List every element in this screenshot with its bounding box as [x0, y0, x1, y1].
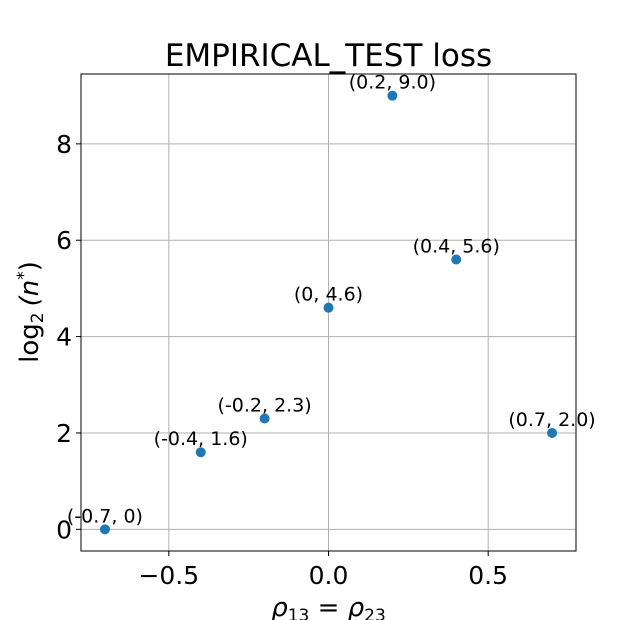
y-tick-label: 8	[56, 130, 72, 159]
x-label-part-1: 13	[288, 606, 310, 620]
data-point	[547, 427, 558, 438]
x-label-part-2: = ρ	[309, 593, 364, 620]
point-label: (-0.4, 1.6)	[154, 428, 248, 450]
y-tick-label: 4	[56, 323, 72, 352]
y-tick-label: 0	[56, 515, 72, 544]
data-point	[259, 413, 270, 424]
point-label: (-0.7, 0)	[67, 505, 143, 527]
x-label-part-0: ρ	[271, 593, 288, 620]
chart-title: EMPIRICAL_TEST loss	[165, 38, 492, 74]
x-label-part-3: 23	[364, 606, 386, 620]
point-label: (0, 4.6)	[294, 284, 363, 306]
point-label: (0.7, 2.0)	[508, 409, 595, 431]
data-point	[387, 90, 398, 101]
y-label-part-4: )	[15, 261, 45, 271]
x-tick-label: 0.5	[468, 561, 508, 590]
y-label-part-2: (n	[15, 280, 45, 307]
grid-lines	[81, 74, 576, 551]
y-label-part-3: *	[14, 271, 34, 280]
x-tick-label: −0.5	[138, 561, 199, 590]
data-point	[323, 302, 334, 313]
point-annotations: (-0.7, 0) (-0.4, 1.6) (-0.2, 2.3) (0, 4.6) (…	[67, 72, 596, 528]
point-label: (-0.2, 2.3)	[218, 395, 312, 417]
y-tick-label: 6	[56, 226, 72, 255]
y-axis-label: log2 (n*)	[14, 261, 48, 363]
data-point	[99, 524, 110, 535]
y-label-part-0: log	[15, 323, 45, 363]
point-label: (0.4, 5.6)	[413, 236, 500, 258]
axis-ticks: −0.5 0.0 0.5 0 2 4 6 8	[56, 130, 508, 590]
x-axis-label: ρ13 = ρ23	[271, 593, 386, 620]
data-point	[451, 254, 462, 265]
data-points	[99, 90, 558, 535]
data-point	[195, 447, 206, 458]
y-tick-label: 2	[56, 419, 72, 448]
x-tick-label: 0.0	[309, 561, 349, 590]
point-label: (0.2, 9.0)	[349, 72, 436, 94]
y-label-part-1: 2	[28, 312, 48, 323]
